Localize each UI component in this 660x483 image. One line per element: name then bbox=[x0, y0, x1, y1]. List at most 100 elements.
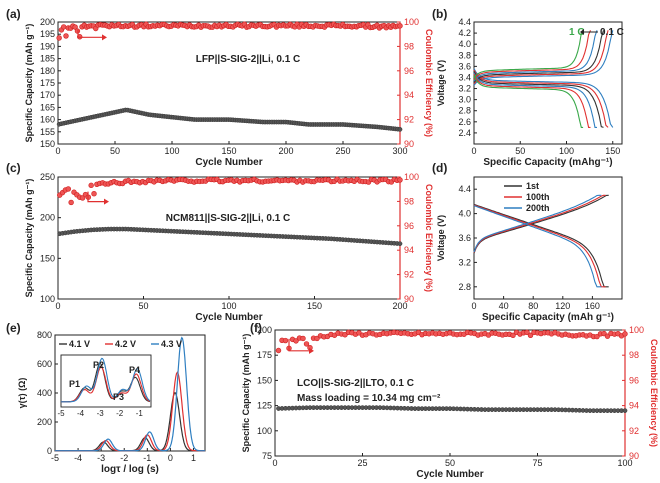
discharge-curve bbox=[473, 204, 606, 288]
peak-label: P1 bbox=[69, 379, 80, 389]
x-tick-label: -3 bbox=[97, 453, 105, 463]
y2-tick-label: 94 bbox=[629, 401, 639, 411]
panel-annotation: NCM811||S-SIG-2||Li, 0.1 C bbox=[166, 213, 291, 224]
charge-curve bbox=[473, 30, 584, 79]
efficiency-point bbox=[303, 341, 310, 347]
charge-curve bbox=[473, 30, 605, 83]
efficiency-point bbox=[594, 333, 600, 340]
x-tick-label: 100 bbox=[164, 146, 179, 156]
panel-annotation: LCO||S-SIG-2||LTO, 0.1 C bbox=[297, 378, 414, 389]
inset-curve bbox=[61, 366, 151, 403]
axis-arrow bbox=[87, 191, 104, 203]
x-tick-label: 50 bbox=[445, 458, 455, 468]
y-tick-label: 3.0 bbox=[458, 95, 471, 105]
inset-tick-label: -4 bbox=[77, 409, 85, 418]
legend-label: 4.1 V bbox=[69, 339, 90, 349]
y-axis-label: Voltage (V) bbox=[436, 215, 446, 261]
y-tick-label: 150 bbox=[257, 375, 272, 385]
x-tick-label: 75 bbox=[532, 458, 542, 468]
y-tick-label: 4.0 bbox=[458, 39, 471, 49]
y-tick-label: 125 bbox=[257, 401, 272, 411]
y2-tick-label: 98 bbox=[404, 41, 414, 51]
y-tick-label: 4.4 bbox=[458, 17, 471, 27]
panel-label: (f) bbox=[250, 321, 262, 335]
panel-annotation-2: Mass loading = 10.34 mg cm⁻² bbox=[297, 393, 441, 404]
y2-axis-label: Coulombic Efficiency (%) bbox=[424, 29, 434, 137]
x-tick-label: 0 bbox=[55, 146, 60, 156]
y-tick-label: 400 bbox=[37, 388, 52, 398]
y-tick-label: 175 bbox=[40, 78, 55, 88]
x-tick-label: 150 bbox=[605, 146, 620, 156]
efficiency-point bbox=[88, 182, 94, 189]
y-axis-label: Specific Capacity (mAh g⁻¹) bbox=[24, 24, 34, 143]
x-tick-label: 100 bbox=[559, 146, 574, 156]
y-tick-label: 3.4 bbox=[458, 72, 471, 82]
x-tick-label: 40 bbox=[499, 301, 509, 311]
x-tick-label: 0 bbox=[471, 146, 476, 156]
x-axis-label: Specific Capacity (mAh g⁻¹) bbox=[482, 312, 614, 323]
efficiency-point bbox=[61, 24, 67, 30]
panel-annotation: LFP||S-SIG-2||Li, 0.1 C bbox=[196, 54, 301, 65]
rate-arrow-head bbox=[580, 29, 584, 35]
y2-tick-label: 94 bbox=[404, 245, 414, 255]
y-axis-label: γ(τ) (Ω) bbox=[17, 378, 27, 409]
charge-curve bbox=[473, 194, 609, 254]
inset-tick-label: -5 bbox=[57, 409, 65, 418]
efficiency-point bbox=[397, 23, 403, 29]
x-tick-label: -1 bbox=[143, 453, 151, 463]
y2-tick-label: 100 bbox=[404, 172, 419, 182]
x-tick-label: 120 bbox=[555, 301, 570, 311]
y2-tick-label: 90 bbox=[404, 294, 414, 304]
charge-curve bbox=[473, 30, 609, 85]
drt-curve bbox=[55, 336, 205, 452]
x-tick-label: 0 bbox=[55, 301, 60, 311]
peak-label: P3 bbox=[113, 392, 124, 402]
inset: -5 -4 -3 -2 -1 P1 P2 P3 P4 bbox=[57, 354, 152, 418]
y-tick-label: 4.4 bbox=[458, 184, 471, 194]
axis-arrow-head bbox=[102, 34, 107, 41]
x-tick-label: 1 bbox=[191, 453, 196, 463]
y-tick-label: 165 bbox=[40, 102, 55, 112]
capacity-point bbox=[397, 241, 403, 247]
x-tick-label: -5 bbox=[51, 453, 59, 463]
y2-tick-label: 100 bbox=[629, 325, 644, 335]
efficiency-point bbox=[293, 338, 299, 344]
efficiency-point bbox=[63, 33, 69, 39]
x-tick-label: -4 bbox=[74, 453, 82, 463]
peak-label: P4 bbox=[129, 365, 140, 375]
discharge-curve bbox=[473, 71, 604, 128]
y-tick-label: 2.8 bbox=[458, 282, 471, 292]
efficiency-point bbox=[275, 347, 282, 354]
axis-arrow bbox=[77, 29, 102, 38]
x-tick-label: 50 bbox=[515, 146, 525, 156]
y-tick-label: 800 bbox=[37, 330, 52, 340]
y-tick-label: 150 bbox=[40, 253, 55, 263]
y-tick-label: 100 bbox=[257, 426, 272, 436]
inset-tick-label: -2 bbox=[116, 409, 124, 418]
efficiency-point bbox=[527, 332, 534, 338]
panel-e: (e) -5 -4 -3 -2 -1 0 1 0 200 400 600 800 logτ / log (… bbox=[6, 321, 206, 475]
y2-tick-label: 92 bbox=[629, 426, 639, 436]
y2-tick-label: 90 bbox=[629, 451, 639, 461]
discharge-curve bbox=[473, 68, 614, 128]
efficiency-point bbox=[68, 199, 74, 206]
efficiency-point bbox=[65, 186, 71, 192]
y-tick-label: 100 bbox=[40, 294, 55, 304]
panel-b: (b)0 50 100 1502.42.62.83.03.23.43.63.84.04… bbox=[432, 7, 624, 168]
y-axis-label: Specific Capacity (mAh g⁻¹) bbox=[241, 334, 251, 453]
efficiency-point bbox=[56, 35, 62, 41]
efficiency-point bbox=[524, 329, 530, 336]
y-tick-label: 3.2 bbox=[458, 84, 471, 94]
axis-arrow bbox=[288, 338, 309, 352]
discharge-curve bbox=[473, 75, 584, 128]
x-tick-label: 200 bbox=[278, 146, 293, 156]
axis-arrow-head bbox=[104, 198, 109, 205]
y-tick-label: 180 bbox=[40, 66, 55, 76]
y2-tick-label: 94 bbox=[404, 90, 414, 100]
charge-curve bbox=[473, 30, 598, 82]
discharge-curve bbox=[473, 203, 609, 288]
rate-label-fast: 1 C bbox=[569, 27, 585, 38]
discharge-curve bbox=[473, 69, 609, 128]
charge-curve bbox=[473, 30, 592, 81]
